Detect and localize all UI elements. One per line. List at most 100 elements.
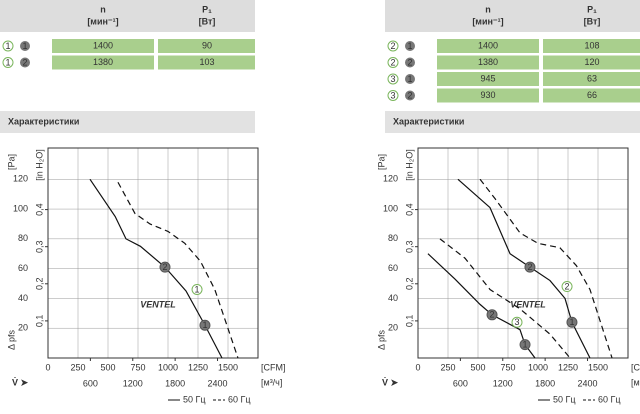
operating-point-label: 2 xyxy=(565,281,570,291)
cell xyxy=(158,55,255,70)
table-header xyxy=(385,0,640,32)
operating-point-label: 3 xyxy=(514,317,519,327)
x-tick-label: 500 xyxy=(100,362,115,372)
operating-point-label: 2 xyxy=(490,310,495,320)
operating-point xyxy=(159,261,171,273)
point-icon xyxy=(20,57,30,68)
point-icon xyxy=(405,41,415,51)
operating-point-label: 1 xyxy=(569,317,574,327)
x-tick-label: 0 xyxy=(415,362,420,372)
y2-tick-label: 0,4 xyxy=(404,203,414,216)
n-value: 930 xyxy=(480,90,495,100)
x-label: [CFM] xyxy=(631,362,640,372)
y2-tick-label: 0,3 xyxy=(34,240,44,253)
legend-label: 50 Гц xyxy=(553,394,576,404)
y2-tick-label: 0,1 xyxy=(34,315,44,328)
flow-label: V̇ ➤ xyxy=(12,377,29,387)
cell xyxy=(543,72,640,86)
y-tick-label: 100 xyxy=(13,203,28,213)
operating-point-label: 2 xyxy=(527,262,532,272)
n-value: 945 xyxy=(480,73,495,83)
y2-label: [in H₂O] xyxy=(34,149,44,181)
x-tick-label: 500 xyxy=(470,362,485,372)
p-value: 120 xyxy=(584,57,599,67)
mode: 3 xyxy=(390,90,395,100)
plot-frame xyxy=(47,147,259,359)
x-label: [CFM] xyxy=(261,362,286,372)
y-label: [Pa] xyxy=(376,154,386,170)
x2-tick-label: 2400 xyxy=(208,378,228,388)
curve xyxy=(117,181,239,359)
operating-point-label: 1 xyxy=(202,320,207,330)
legend-label: 60 Гц xyxy=(598,394,621,404)
p-value: 63 xyxy=(587,73,597,83)
x-tick-label: 1500 xyxy=(588,362,608,372)
x-tick-label: 1000 xyxy=(528,362,548,372)
x2-tick-label: 600 xyxy=(83,378,98,388)
p-value: 66 xyxy=(587,90,597,100)
n-value: 1400 xyxy=(93,40,113,50)
point: 1 xyxy=(407,74,412,84)
header-unit: [мин⁻¹] xyxy=(87,16,118,26)
x-tick-label: 750 xyxy=(500,362,515,372)
x-tick-label: 250 xyxy=(70,362,85,372)
operating-point xyxy=(191,283,203,295)
mode-icon xyxy=(2,57,14,68)
x2-tick-label: 1200 xyxy=(493,378,513,388)
mode-icon xyxy=(2,40,14,52)
header-name: n xyxy=(100,4,106,14)
cell xyxy=(437,55,539,70)
legend-label: 50 Гц xyxy=(183,394,206,404)
point: 2 xyxy=(407,57,412,67)
mode-icon xyxy=(387,57,399,68)
p-value: 103 xyxy=(199,57,214,67)
x2-label: [м³/ч] xyxy=(631,377,640,387)
cell xyxy=(52,39,154,53)
y-tick-label: 100 xyxy=(383,203,398,213)
operating-point xyxy=(199,319,211,331)
cell xyxy=(158,39,255,53)
flow-label: V̇ ➤ xyxy=(382,377,399,387)
operating-point xyxy=(486,309,498,321)
operating-point-label: 2 xyxy=(162,262,167,272)
y-tick-label: 20 xyxy=(18,323,28,333)
x-tick-label: 1500 xyxy=(218,362,238,372)
pressure-label: Δ pfs xyxy=(6,329,16,350)
y-tick-label: 80 xyxy=(388,233,398,243)
section-band xyxy=(385,111,640,133)
point-icon xyxy=(405,57,415,68)
mode: 1 xyxy=(5,57,10,67)
y-tick-label: 40 xyxy=(18,293,28,303)
x2-label: [м³/ч] xyxy=(261,377,282,387)
x-tick-label: 0 xyxy=(45,362,50,372)
point-icon xyxy=(20,41,30,51)
operating-point xyxy=(566,316,578,328)
section-title: Характеристики xyxy=(393,116,464,126)
cell xyxy=(52,55,154,70)
x-tick-label: 1250 xyxy=(558,362,578,372)
cell xyxy=(437,72,539,86)
n-value: 1400 xyxy=(478,40,498,50)
mode: 1 xyxy=(5,41,10,51)
x-tick-label: 250 xyxy=(440,362,455,372)
operating-point xyxy=(524,261,536,273)
pressure-label: Δ pfs xyxy=(376,329,386,350)
point: 2 xyxy=(22,57,27,67)
mode: 3 xyxy=(390,74,395,84)
operating-point xyxy=(519,339,531,351)
curve xyxy=(439,238,571,359)
header-name: P₁ xyxy=(587,4,597,14)
p-value: 90 xyxy=(202,40,212,50)
header-name: P₁ xyxy=(202,4,212,14)
y-tick-label: 120 xyxy=(13,174,28,184)
mode-icon xyxy=(387,40,399,52)
y-label: [Pa] xyxy=(6,154,16,170)
y2-tick-label: 0,4 xyxy=(34,203,44,216)
y-tick-label: 60 xyxy=(388,263,398,273)
point: 1 xyxy=(22,41,27,51)
x2-tick-label: 1800 xyxy=(165,378,185,388)
cell xyxy=(543,39,640,53)
y-tick-label: 80 xyxy=(18,233,28,243)
header-name: n xyxy=(485,4,491,14)
